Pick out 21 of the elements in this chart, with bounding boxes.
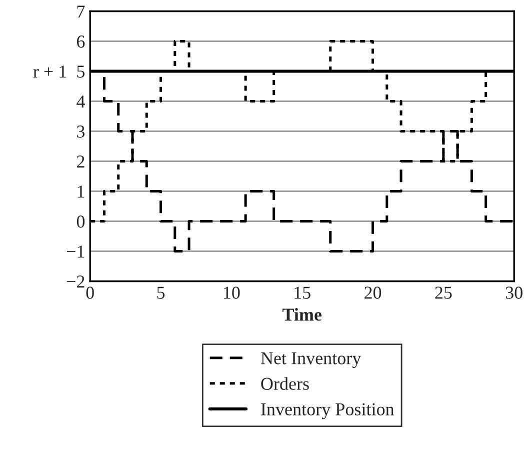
x-axis-title: Time	[282, 308, 322, 321]
x-tick-label: 15	[294, 286, 310, 299]
x-tick-label: 0	[86, 286, 94, 299]
x-tick-label: 10	[224, 286, 240, 299]
y-tick-label: 0	[76, 216, 85, 228]
y-tick-label: −1	[66, 246, 84, 258]
y-tick-label: 1	[78, 186, 84, 198]
y-tick-label: 3	[77, 126, 85, 138]
x-tick-label: 20	[364, 286, 382, 299]
y-tick-label: r + 1 5	[33, 66, 85, 78]
y-tick-label: −2	[66, 276, 84, 288]
legend-label: Inventory Position	[261, 403, 394, 420]
y-tick-label: 2	[77, 156, 84, 168]
y-tick-label: 7	[77, 6, 85, 18]
legend-label: Net Inventory	[260, 352, 362, 368]
y-tick-label: 6	[76, 36, 85, 48]
x-tick-label: 5	[157, 286, 165, 299]
legend-label: Orders	[261, 377, 309, 390]
x-tick-label: 30	[506, 286, 522, 299]
y-tick-label: 4	[76, 96, 85, 108]
x-tick-label: 25	[435, 286, 452, 299]
